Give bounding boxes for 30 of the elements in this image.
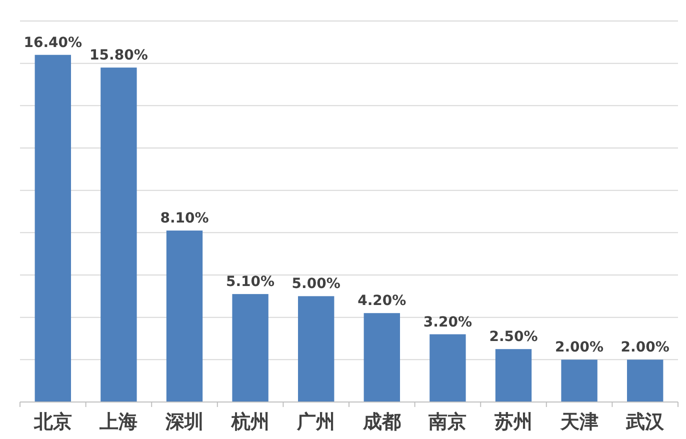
bar bbox=[298, 296, 334, 402]
data-label: 5.00% bbox=[292, 276, 340, 292]
bar bbox=[364, 313, 400, 402]
x-tick-label: 成都 bbox=[362, 411, 401, 433]
bar bbox=[561, 360, 598, 402]
data-label: 4.20% bbox=[358, 293, 406, 310]
x-tick-label: 苏州 bbox=[494, 411, 532, 433]
data-label: 15.80% bbox=[90, 48, 148, 64]
data-label: 8.10% bbox=[160, 210, 209, 227]
bar bbox=[627, 360, 664, 402]
bar bbox=[495, 349, 532, 402]
x-tick-label: 广州 bbox=[296, 411, 336, 433]
bar bbox=[100, 68, 137, 402]
x-tick-label: 深圳 bbox=[164, 411, 204, 433]
x-tick-label: 南京 bbox=[428, 411, 467, 433]
x-tick-label: 杭州 bbox=[230, 411, 270, 433]
data-label: 2.00% bbox=[555, 340, 604, 356]
data-label: 16.40% bbox=[24, 34, 82, 51]
x-tick-label: 北京 bbox=[32, 411, 72, 433]
bar bbox=[34, 54, 71, 402]
x-tick-label: 上海 bbox=[98, 411, 138, 433]
x-tick-label: 武汉 bbox=[625, 411, 666, 433]
bar bbox=[430, 334, 466, 402]
data-label: 2.50% bbox=[489, 329, 538, 346]
bar bbox=[166, 230, 203, 402]
data-label: 2.00% bbox=[620, 340, 670, 356]
data-label: 5.10% bbox=[226, 274, 275, 290]
bar bbox=[232, 294, 268, 402]
x-tick-label: 天津 bbox=[559, 411, 598, 433]
data-label: 3.20% bbox=[423, 314, 472, 330]
